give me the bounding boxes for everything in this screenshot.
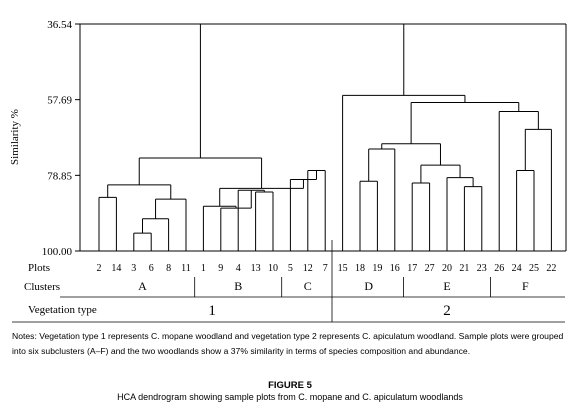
y-tick-label: 57.69 — [47, 95, 72, 107]
cluster-label: F — [522, 279, 529, 293]
plot-label: 13 — [251, 263, 261, 274]
vegetation-type-label: 1 — [208, 303, 216, 319]
vegetation-row-label: Vegetation type — [28, 304, 97, 316]
cluster-label: A — [138, 279, 147, 293]
figure-notes: Notes: Vegetation type 1 represents C. m… — [12, 331, 564, 356]
figure-caption: HCA dendrogram showing sample plots from… — [117, 392, 463, 402]
cluster-label: E — [443, 279, 450, 293]
plot-label: 9 — [218, 263, 223, 274]
plot-label: 22 — [546, 263, 556, 274]
plot-label: 14 — [111, 263, 121, 274]
cluster-label: B — [234, 279, 242, 293]
plot-label: 25 — [529, 263, 539, 274]
plot-label: 21 — [459, 263, 469, 274]
plot-label: 17 — [407, 263, 417, 274]
plot-label: 11 — [181, 263, 191, 274]
plot-label: 2 — [97, 263, 102, 274]
plot-label: 19 — [372, 263, 382, 274]
plot-label: 1 — [201, 263, 206, 274]
plot-label: 27 — [425, 263, 435, 274]
plot-label: 23 — [477, 263, 487, 274]
y-tick-label: 78.85 — [47, 170, 72, 182]
plot-label: 16 — [390, 263, 400, 274]
plots-row-label: Plots — [28, 262, 50, 274]
y-ticks: 36.54 57.69 78.85 100.00 — [42, 19, 80, 258]
plot-label: 4 — [236, 263, 241, 274]
plot-label: 15 — [338, 263, 348, 274]
plot-label: 7 — [323, 263, 328, 274]
cluster-label: C — [304, 279, 312, 293]
plot-label: 5 — [288, 263, 293, 274]
plot-label: 20 — [442, 263, 452, 274]
plot-label: 3 — [131, 263, 136, 274]
vegetation-type-label: 2 — [443, 303, 451, 319]
plot-label: 18 — [355, 263, 365, 274]
y-tick-label: 36.54 — [47, 19, 72, 31]
y-axis-label: Similarity % — [9, 109, 21, 165]
plot-labels: 2 14 3 6 8 11 1 9 4 13 10 5 12 7 15 18 19 16 17 27 20 21 23 26 2… — [97, 263, 557, 274]
clusters-row-label: Clusters — [24, 281, 60, 293]
plot-label: 26 — [494, 263, 504, 274]
plot-label: 8 — [166, 263, 171, 274]
figure-label: FIGURE 5 — [268, 380, 312, 391]
cluster-label: D — [364, 279, 373, 293]
dendrogram-links — [98, 23, 552, 251]
cluster-labels: A B C D E F — [138, 277, 529, 297]
plot-label: 10 — [268, 263, 278, 274]
plot-label: 24 — [512, 263, 522, 274]
y-tick-label: 100.00 — [42, 246, 73, 258]
plot-label: 12 — [303, 263, 313, 274]
plot-label: 6 — [149, 263, 154, 274]
